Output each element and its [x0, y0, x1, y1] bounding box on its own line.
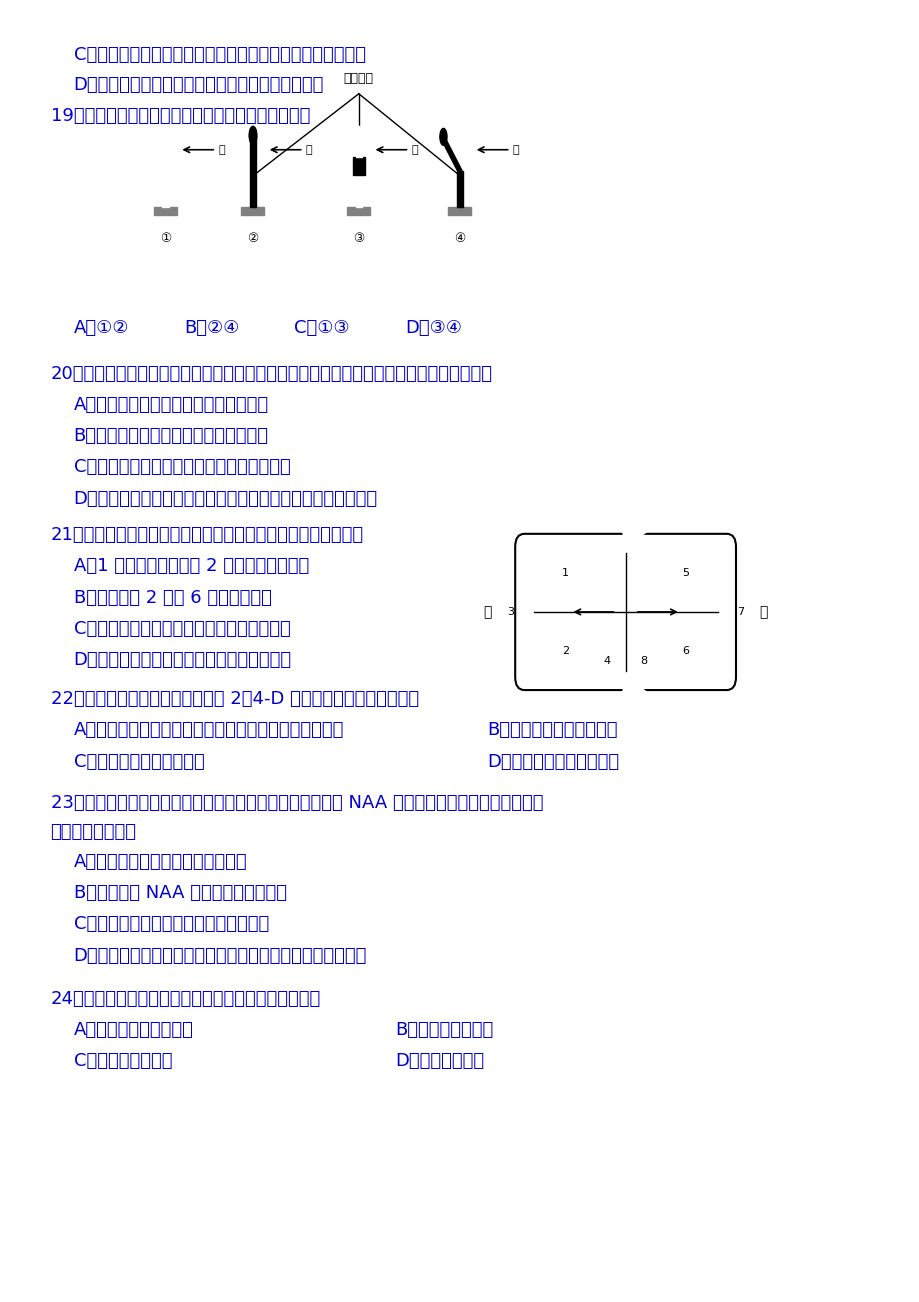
Ellipse shape	[162, 126, 169, 145]
Text: 茎: 茎	[758, 605, 767, 618]
Bar	[154, 207, 176, 215]
Text: A．1 处的生长素浓度比 2 处的生长素浓度高: A．1 处的生长素浓度比 2 处的生长素浓度高	[74, 557, 309, 575]
Ellipse shape	[622, 492, 646, 539]
Text: 3: 3	[506, 607, 514, 617]
Text: B．生长素对 2 处和 6 处的作用相同: B．生长素对 2 处和 6 处的作用相同	[74, 589, 271, 607]
Text: 光: 光	[512, 145, 518, 155]
Text: 24．在植物体内的各种激素中，生理作用最为相似的是: 24．在植物体内的各种激素中，生理作用最为相似的是	[51, 990, 321, 1008]
Ellipse shape	[355, 126, 362, 145]
Text: B．赤霉素和脱落酸: B．赤霉素和脱落酸	[395, 1021, 494, 1039]
Text: C．①③: C．①③	[294, 319, 349, 337]
Text: 2: 2	[562, 646, 569, 656]
Text: 7: 7	[736, 607, 743, 617]
Text: A．材料最好选择多年生的植物枝条: A．材料最好选择多年生的植物枝条	[74, 853, 247, 871]
Text: ①: ①	[160, 232, 171, 245]
Text: D．生长素和乙烯: D．生长素和乙烯	[395, 1052, 484, 1070]
Text: D．高浓度时促进小麦生长: D．高浓度时促进小麦生长	[487, 753, 619, 771]
Text: D．激素的合成与分泌，不受神经系统的调节或影响: D．激素的合成与分泌，不受神经系统的调节或影响	[74, 76, 323, 94]
Text: C．正式实验时空白对照的设置是必需的: C．正式实验时空白对照的设置是必需的	[74, 915, 268, 934]
Text: 4: 4	[603, 656, 610, 667]
FancyBboxPatch shape	[515, 534, 735, 690]
Text: C．低浓度时促进杂草衰老: C．低浓度时促进杂草衰老	[74, 753, 204, 771]
Ellipse shape	[439, 129, 447, 146]
Text: C．两种现象说明根对生长素的敏感性高于茎: C．两种现象说明根对生长素的敏感性高于茎	[74, 620, 290, 638]
Text: 20．生长素可以通过极性运输运往植物体的各部分，下面关于生长素运输的叙述，正确的是: 20．生长素可以通过极性运输运往植物体的各部分，下面关于生长素运输的叙述，正确的…	[51, 365, 492, 383]
Text: ③: ③	[353, 232, 364, 245]
Text: D．浸泡法使用的生长素类似物溶液浓度比沾蘸法使用的更高: D．浸泡法使用的生长素类似物溶液浓度比沾蘸法使用的更高	[74, 947, 367, 965]
Ellipse shape	[624, 504, 657, 538]
Text: B．高浓度时促进杂草衰老: B．高浓度时促进杂草衰老	[487, 721, 618, 740]
Text: B．预实验的 NAA 浓度设置范围应较大: B．预实验的 NAA 浓度设置范围应较大	[74, 884, 287, 902]
Bar	[347, 207, 369, 215]
Text: 根: 根	[482, 605, 492, 618]
Text: B．②④: B．②④	[184, 319, 239, 337]
Bar	[353, 156, 365, 174]
Text: 5: 5	[681, 568, 688, 578]
Text: 22．在农业生产上，生长素类似物 2，4-D 可用于麦田除草，其原理是: 22．在农业生产上，生长素类似物 2，4-D 可用于麦田除草，其原理是	[51, 690, 418, 708]
Bar	[162, 135, 169, 207]
Text: ④: ④	[454, 232, 465, 245]
Text: D．③④: D．③④	[404, 319, 461, 337]
Text: C．激素既不组成细胞结构，也不提供能量，也不起催化作用: C．激素既不组成细胞结构，也不提供能量，也不起催化作用	[74, 46, 365, 64]
Text: C．极性运输的方向是从植物的上端运往下端: C．极性运输的方向是从植物的上端运往下端	[74, 458, 290, 477]
Text: 光: 光	[411, 145, 417, 155]
Text: 下列叙述正确的是: 下列叙述正确的是	[51, 823, 136, 841]
Bar	[250, 135, 255, 207]
Text: A．脱落酸和细胞分裂素: A．脱落酸和细胞分裂素	[74, 1021, 193, 1039]
Bar	[356, 135, 362, 158]
Text: 21．下列关于植物茎的背地性和根的向地性的叙述中，正确的是: 21．下列关于植物茎的背地性和根的向地性的叙述中，正确的是	[51, 526, 363, 544]
Text: 光: 光	[305, 145, 312, 155]
Bar	[356, 174, 362, 207]
Bar	[456, 171, 462, 207]
Ellipse shape	[624, 686, 657, 720]
Text: A．①②: A．①②	[74, 319, 129, 337]
Text: 光: 光	[218, 145, 224, 155]
Text: 8: 8	[640, 656, 647, 667]
Text: 1: 1	[562, 568, 569, 578]
Text: D．生长素只能通过极性运输将生长素从产生部位运到作用部位: D．生长素只能通过极性运输将生长素从产生部位运到作用部位	[74, 490, 378, 508]
Text: A．抑制杂草生长的生长素浓度，对农作物而言是低浓度: A．抑制杂草生长的生长素浓度，对农作物而言是低浓度	[74, 721, 344, 740]
Text: 23．某生物兴趣小组准备选择实验材料，探究生长素类似物 NAA 影响打插枝条生根的最适浓度。: 23．某生物兴趣小组准备选择实验材料，探究生长素类似物 NAA 影响打插枝条生根…	[51, 794, 542, 812]
Text: B．在单侧光的照射下才会出现极性运输: B．在单侧光的照射下才会出现极性运输	[74, 427, 268, 445]
Text: 19．在右图所示实验中，胚芽鞘能弯向光源生长的是: 19．在右图所示实验中，胚芽鞘能弯向光源生长的是	[51, 107, 310, 125]
Text: 锡箔纸包: 锡箔纸包	[344, 72, 373, 85]
Ellipse shape	[249, 126, 256, 145]
Text: A．极性运输的速率与细胞呼吸强度有关: A．极性运输的速率与细胞呼吸强度有关	[74, 396, 268, 414]
Bar	[448, 207, 471, 215]
Text: 6: 6	[681, 646, 688, 656]
Bar	[241, 207, 265, 215]
Text: C．赤霉素和生长素: C．赤霉素和生长素	[74, 1052, 172, 1070]
Text: D．茎的背地生长体现了生长素作用的两重性: D．茎的背地生长体现了生长素作用的两重性	[74, 651, 291, 669]
Ellipse shape	[622, 685, 646, 732]
Text: ②: ②	[247, 232, 258, 245]
